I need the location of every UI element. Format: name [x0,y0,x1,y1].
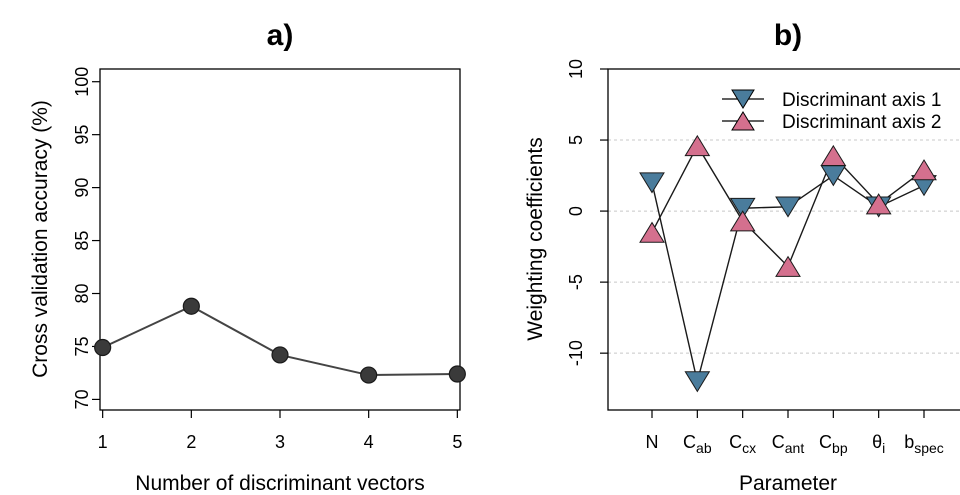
x-tick-label: 5 [452,432,462,452]
x-tick-label: Cab [683,432,712,456]
panel-b-title: b) [774,19,802,52]
data-point [729,197,756,220]
data-point [775,255,801,277]
data-point [639,172,665,194]
legend: Discriminant axis 1 Discriminant axis 2 [722,89,941,133]
y-tick-label: 70 [72,389,92,409]
data-point [684,371,711,393]
panel-b-x-axis-label: Parameter [739,472,837,495]
x-tick-label: 2 [186,432,196,452]
y-tick-label: 5 [566,135,586,145]
legend-marker-axis-2 [731,111,755,131]
y-tick-label: 85 [72,231,92,251]
y-tick-label: 10 [566,59,586,79]
y-tick-label: 100 [72,67,92,97]
data-point [94,338,112,357]
y-tick-label: 80 [72,283,92,303]
x-tick-label: 1 [98,432,108,452]
panel-b-y-axis-label: Weighting coefficients [524,137,547,341]
data-point [684,134,711,157]
x-tick-label: N [646,432,659,452]
x-tick-label: 3 [275,432,285,452]
data-point [911,159,937,181]
x-tick-label: Ccx [729,432,756,456]
data-point [729,210,756,232]
x-tick-label: Cbp [819,432,848,456]
data-point [360,366,378,384]
y-tick-label: 0 [566,206,586,216]
y-tick-label: -5 [566,274,586,290]
data-point [448,365,466,383]
x-tick-label: θi [872,432,885,456]
x-tick-label: bspec [904,432,944,456]
data-point [820,144,847,167]
data-point [271,346,289,364]
y-tick-label: 75 [72,336,92,356]
data-point [865,193,892,215]
x-tick-label: Cant [772,432,805,456]
panel-a-title: a) [267,19,294,52]
legend-marker-axis-1 [731,89,755,109]
y-tick-label: 95 [72,125,92,145]
panel-a-x-axis-label: Number of discriminant vectors [135,472,424,495]
legend-label-axis-2: Discriminant axis 2 [782,112,941,133]
x-tick-label: 4 [364,432,374,452]
panel-a-y-axis-label: Cross validation accuracy (%) [29,100,52,378]
data-point [182,297,200,315]
series-line [102,305,458,377]
panel-a: a) Cross validation accuracy (%) Number … [29,19,466,495]
panel-b: b) Weighting coefficients Parameter 10 5 0… [524,19,960,495]
legend-label-axis-1: Discriminant axis 1 [782,90,941,111]
y-tick-label: -10 [566,340,586,366]
data-point [775,196,801,218]
y-tick-label: 90 [72,178,92,198]
data-point [639,221,665,243]
